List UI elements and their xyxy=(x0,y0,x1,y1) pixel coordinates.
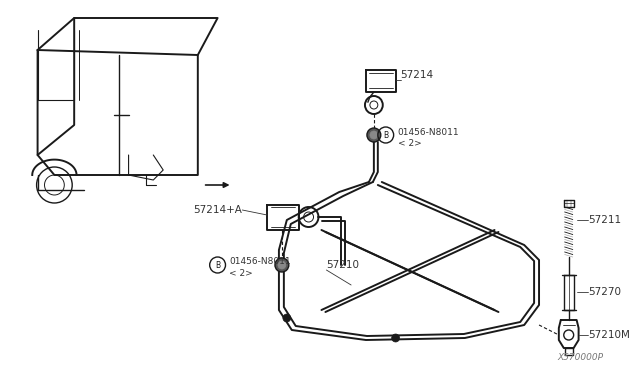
Text: 57270: 57270 xyxy=(589,287,621,297)
Text: 57210: 57210 xyxy=(326,260,360,270)
Text: 57214+A: 57214+A xyxy=(193,205,242,215)
Text: < 2>: < 2> xyxy=(397,138,421,148)
Text: 01456-N8011: 01456-N8011 xyxy=(230,257,291,266)
Text: B: B xyxy=(215,260,220,269)
Text: 57210M: 57210M xyxy=(589,330,630,340)
Text: 57211: 57211 xyxy=(589,215,621,225)
Text: < 2>: < 2> xyxy=(230,269,253,278)
Text: 01456-N8011: 01456-N8011 xyxy=(397,128,460,137)
Circle shape xyxy=(367,128,381,142)
Circle shape xyxy=(392,334,399,342)
Circle shape xyxy=(283,314,291,322)
Text: B: B xyxy=(383,131,388,140)
Text: X570000P: X570000P xyxy=(557,353,604,362)
Circle shape xyxy=(275,258,289,272)
Circle shape xyxy=(370,131,378,139)
Text: 57214: 57214 xyxy=(401,70,434,80)
Circle shape xyxy=(278,261,286,269)
